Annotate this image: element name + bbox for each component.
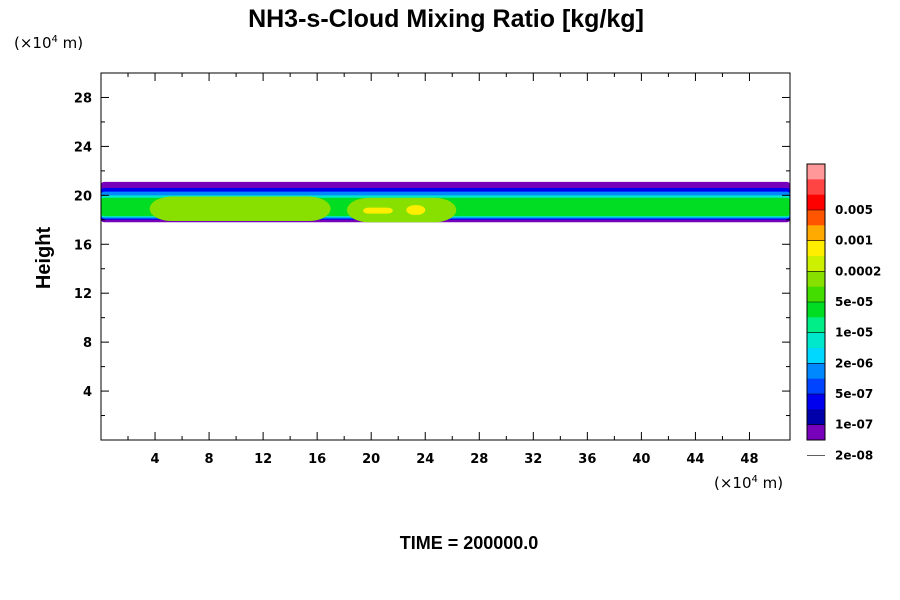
x-tick-label: 32	[524, 452, 542, 467]
x-tick-label: 8	[205, 452, 214, 467]
colorbar-swatch	[807, 378, 825, 395]
colorbar-swatch	[807, 363, 825, 380]
y-unit-suffix: m)	[58, 34, 83, 52]
colorbar-swatch	[807, 317, 825, 334]
plot-frame	[100, 72, 791, 441]
cloud-field	[101, 181, 790, 223]
y-unit-label: (×104 m)	[14, 34, 83, 52]
colorbar-swatch	[807, 332, 825, 349]
y-tick-label: 24	[74, 140, 92, 155]
y-tick-label: 20	[74, 189, 92, 204]
colorbar-swatch	[807, 302, 825, 318]
colorbar-swatch	[807, 409, 825, 426]
colorbar-swatch	[807, 348, 825, 364]
x-unit-prefix: (×10	[714, 474, 752, 492]
y-axis-label: Height	[33, 227, 55, 290]
x-tick-label: 44	[686, 452, 704, 467]
x-tick-label: 28	[470, 452, 488, 467]
cloud-region	[406, 205, 426, 215]
cloud-region	[149, 196, 331, 222]
x-tick-label: 20	[362, 452, 380, 467]
colorbar-swatch	[807, 424, 825, 441]
colorbar-label: 0.0002	[835, 264, 881, 278]
y-tick-label: 12	[74, 287, 92, 302]
colorbar-label: 2e-08	[835, 448, 873, 462]
x-axis: 4 8 12 16 20 24 28 32 36 40 44 48	[127, 73, 759, 467]
x-tick-label: 4	[151, 452, 160, 467]
time-label: TIME = 200000.0	[400, 533, 539, 553]
chart-title: NH3-s-Cloud Mixing Ratio [kg/kg]	[248, 5, 644, 33]
cloud-region	[346, 197, 457, 223]
x-tick-label: 48	[740, 452, 758, 467]
x-unit-suffix: m)	[758, 474, 783, 492]
colorbar-swatch	[807, 164, 825, 180]
colorbar-swatch	[807, 256, 825, 272]
colorbar-swatch	[807, 271, 825, 288]
colorbar-label: 1e-05	[835, 326, 873, 340]
x-tick-label: 12	[254, 452, 272, 467]
x-unit-exp: 4	[752, 474, 758, 485]
y-tick-label: 8	[83, 336, 92, 351]
x-tick-label: 16	[308, 452, 326, 467]
colorbar-swatch	[807, 179, 825, 196]
x-unit-label: (×104 m)	[714, 474, 783, 492]
colorbar-swatch	[807, 225, 825, 242]
colorbar-label: 5e-07	[835, 387, 873, 401]
colorbar-label: 2e-06	[835, 356, 873, 370]
y-axis: 4 8 12 16 20 24 28	[74, 91, 790, 417]
y-unit-exp: 4	[52, 34, 58, 45]
colorbar-label: 0.005	[835, 203, 873, 217]
colorbar-swatch	[807, 394, 825, 410]
colorbar-label: 0.001	[835, 234, 873, 248]
colorbar-label: 5e-05	[835, 295, 873, 309]
colorbar-swatch	[807, 286, 825, 303]
y-tick-label: 28	[74, 91, 92, 106]
colorbar-label: 1e-07	[835, 418, 873, 432]
x-tick-label: 36	[578, 452, 596, 467]
colorbar: 0.005 0.001 0.0002 5e-05 1e-05 2e-06 5e-07 1e-0…	[806, 163, 881, 462]
x-tick-label: 24	[416, 452, 434, 467]
y-unit-prefix: (×10	[14, 34, 52, 52]
x-tick-label: 40	[632, 452, 650, 467]
colorbar-swatch	[807, 240, 825, 257]
y-tick-label: 4	[83, 385, 92, 400]
cloud-region	[363, 207, 393, 214]
colorbar-swatch	[807, 194, 825, 211]
y-tick-label: 16	[74, 238, 92, 253]
colorbar-swatch	[807, 210, 825, 226]
